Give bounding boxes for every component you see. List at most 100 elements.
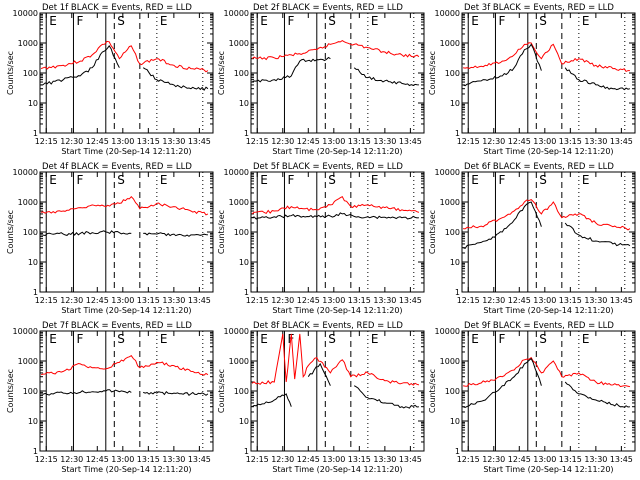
x-tick-label: 13:00 (533, 455, 556, 464)
y-tick-label: 100 (445, 387, 460, 396)
x-tick-label: 12:45 (86, 296, 109, 305)
x-axis-label: Start Time (20-Sep-14 12:11:20) (483, 306, 613, 315)
x-tick-label: 12:15 (35, 296, 58, 305)
x-axis-label: Start Time (20-Sep-14 12:11:20) (272, 465, 402, 474)
y-tick-label: 10000 (224, 327, 249, 336)
x-tick-label: 12:15 (246, 137, 269, 146)
x-axis-label: Start Time (20-Sep-14 12:11:20) (272, 306, 402, 315)
x-tick-label: 12:30 (271, 455, 294, 464)
x-tick-label: 13:45 (399, 296, 422, 305)
plot-frame (39, 12, 214, 134)
y-tick-label: 1000 (229, 357, 249, 366)
x-tick-label: 12:15 (246, 455, 269, 464)
y-tick-label: 1 (244, 129, 249, 138)
series-line-lld (40, 355, 209, 376)
x-tick-label: 13:00 (533, 137, 556, 146)
chart-title: Det 6f BLACK = Events, RED = LLD (464, 162, 614, 172)
x-tick-label: 12:15 (457, 137, 480, 146)
y-axis-label: Counts/sec (428, 369, 437, 413)
event-marker-label: S (328, 332, 336, 346)
y-tick-label: 10 (28, 417, 38, 426)
y-tick-label: 10 (239, 417, 249, 426)
x-tick-label: 13:30 (162, 137, 185, 146)
x-tick-label: 12:45 (86, 455, 109, 464)
x-tick-label: 13:30 (584, 296, 607, 305)
plot-frame (250, 12, 425, 134)
y-tick-label: 1 (455, 129, 460, 138)
x-tick-label: 13:45 (188, 296, 211, 305)
y-tick-label: 10000 (13, 327, 38, 336)
y-axis-label: Counts/sec (6, 51, 15, 95)
x-tick-label: 12:45 (508, 137, 531, 146)
event-marker-label: S (328, 173, 336, 187)
x-axis-label: Start Time (20-Sep-14 12:11:20) (272, 147, 402, 156)
x-tick-label: 13:30 (584, 137, 607, 146)
series-line-events (41, 45, 209, 91)
series-line-lld (463, 356, 631, 388)
y-tick-label: 10000 (435, 168, 460, 177)
chart-panel: Det 5f BLACK = Events, RED = LLD 1 10 100 10… (217, 162, 425, 315)
x-tick-label: 12:30 (482, 137, 505, 146)
x-tick-label: 12:45 (297, 455, 320, 464)
series-line-lld (40, 40, 209, 73)
event-marker-label: S (117, 14, 125, 28)
event-marker-label: E (49, 332, 57, 346)
event-marker-label: E (371, 14, 379, 28)
y-tick-label: 10 (239, 258, 249, 267)
x-tick-label: 13:30 (373, 137, 396, 146)
event-marker-label: F (287, 173, 294, 187)
event-marker-label: F (498, 332, 505, 346)
chart-panel: Det 8f BLACK = Events, RED = LLD 1 10 100 10… (217, 321, 425, 474)
x-tick-label: 13:45 (188, 455, 211, 464)
y-tick-label: 1 (244, 447, 249, 456)
y-tick-label: 10 (450, 99, 460, 108)
y-tick-label: 1 (244, 288, 249, 297)
x-tick-label: 13:00 (322, 296, 345, 305)
x-tick-label: 12:45 (297, 296, 320, 305)
series-line-events (462, 43, 631, 91)
x-tick-label: 13:45 (610, 137, 633, 146)
x-tick-label: 13:15 (137, 455, 160, 464)
y-axis-label: Counts/sec (428, 51, 437, 95)
x-tick-label: 12:45 (508, 296, 531, 305)
x-tick-label: 12:30 (271, 137, 294, 146)
event-marker-label: E (160, 173, 168, 187)
x-tick-label: 12:45 (86, 137, 109, 146)
y-tick-label: 10 (28, 99, 38, 108)
event-marker-label: E (471, 173, 479, 187)
plot-frame (250, 171, 425, 293)
chart-title: Det 7f BLACK = Events, RED = LLD (42, 321, 192, 331)
event-marker-label: E (260, 173, 268, 187)
x-tick-label: 13:15 (348, 455, 371, 464)
y-tick-label: 10000 (13, 9, 38, 18)
x-tick-label: 12:45 (297, 137, 320, 146)
x-tick-label: 13:15 (559, 296, 582, 305)
x-tick-label: 13:15 (559, 455, 582, 464)
x-tick-label: 13:15 (137, 137, 160, 146)
x-tick-label: 13:30 (162, 455, 185, 464)
x-tick-label: 13:30 (584, 455, 607, 464)
event-marker-label: E (260, 332, 268, 346)
y-axis-label: Counts/sec (217, 210, 226, 254)
series-line-events (251, 362, 419, 409)
series-line-lld (251, 196, 420, 215)
series-line-events (41, 230, 208, 237)
x-tick-label: 12:45 (508, 455, 531, 464)
chart-panel: Det 1f BLACK = Events, RED = LLD 1 10 100 10… (6, 3, 214, 156)
chart-panel: Det 2f BLACK = Events, RED = LLD 1 10 100 10… (217, 3, 425, 156)
x-axis-label: Start Time (20-Sep-14 12:11:20) (61, 465, 191, 474)
series-line-events (251, 212, 419, 220)
chart-title: Det 4f BLACK = Events, RED = LLD (42, 162, 192, 172)
series-line-lld (40, 195, 209, 216)
chart-title: Det 3f BLACK = Events, RED = LLD (464, 3, 614, 13)
y-axis-label: Counts/sec (428, 210, 437, 254)
x-tick-label: 13:15 (137, 296, 160, 305)
series-line-events (462, 357, 630, 409)
x-tick-label: 12:30 (60, 455, 83, 464)
series-line-events (41, 389, 209, 397)
y-tick-label: 1000 (440, 39, 460, 48)
x-tick-label: 13:45 (399, 137, 422, 146)
event-marker-label: E (260, 14, 268, 28)
chart-title: Det 5f BLACK = Events, RED = LLD (253, 162, 403, 172)
plot-frame (250, 330, 425, 452)
